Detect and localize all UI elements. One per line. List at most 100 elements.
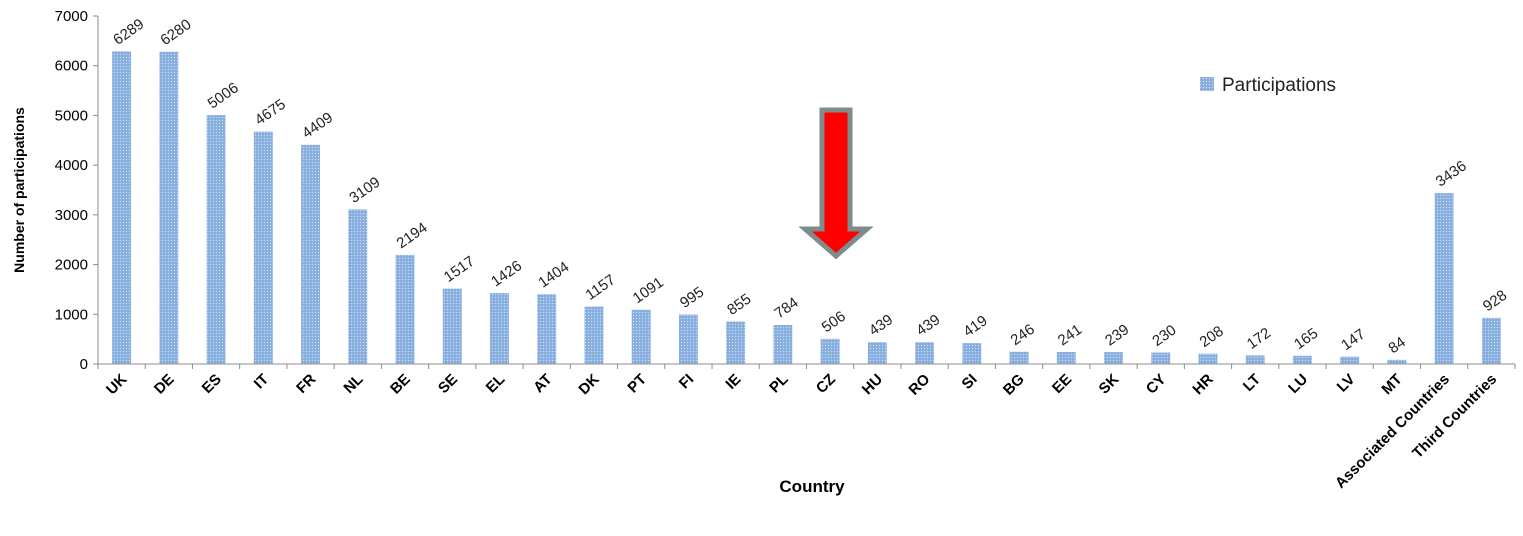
legend-swatch [1200,77,1214,91]
x-tick-label: AT [530,371,555,396]
x-tick-label: FR [293,371,319,397]
y-tick-label: 5000 [55,107,88,124]
x-tick-label: PL [766,371,792,397]
data-label: 1091 [630,274,667,307]
data-label: 439 [913,311,943,339]
y-tick-label: 6000 [55,58,88,75]
bar-fr [301,144,320,364]
x-axis: UK DE ES IT FR NL BE SE EL AT DK PT FI IE PL CZ HU RO SI BG… [97,363,1516,492]
bar-ee [1056,352,1076,364]
legend: Participations [1200,75,1336,96]
x-tick-label: SE [435,371,461,397]
data-label: 241 [1055,321,1085,349]
data-label: 4675 [252,96,289,129]
bar-uk [112,51,132,364]
x-tick-label: DE [151,371,178,398]
y-axis-title: Number of participations [11,107,27,273]
x-tick-label: HU [859,371,886,398]
bar-cy [1151,352,1171,364]
data-label: 239 [1102,321,1132,349]
bar-cz [820,338,840,364]
x-tick-label: FI [676,371,697,392]
data-label: 6289 [110,16,147,49]
bar-nl [348,209,368,364]
x-tick-label: SK [1096,371,1123,398]
x-axis-title: Country [779,477,845,496]
bar-lt [1245,355,1265,364]
data-label: 4409 [299,109,336,142]
data-label: 147 [1338,326,1368,354]
bar-lu [1293,355,1312,364]
bar-mt [1387,359,1407,364]
data-label: 246 [1008,321,1038,349]
data-label: 3436 [1433,157,1470,190]
data-label: 3109 [346,174,383,207]
x-tick-label: Third Countries [1409,371,1500,462]
x-tick-label: IT [251,371,272,392]
data-label: 784 [771,294,801,322]
y-axis: 0 1000 2000 3000 4000 5000 6000 7000 [55,8,99,373]
data-label: 1157 [582,271,618,303]
data-label: 5006 [205,79,242,112]
data-label: 208 [1197,323,1227,351]
bar-hu [867,342,887,364]
x-tick-label: UK [103,371,130,398]
data-label: 419 [960,312,990,340]
data-label: 855 [724,290,754,318]
bar-fi [678,314,698,364]
bars-group: 6289 6280 5006 4675 4409 3109 2194 1517 1426 1404… [110,16,1510,365]
bar-el [490,293,509,364]
x-tick-label: LV [1334,371,1359,396]
bar-be [395,254,415,364]
x-tick-label: PT [624,371,650,397]
bar-lv [1340,356,1360,364]
x-tick-label: LT [1240,371,1264,395]
bar-at [537,294,557,364]
data-label: 6280 [157,16,194,49]
legend-label: Participations [1222,75,1336,96]
bar-es [206,115,226,365]
x-tick-label: EE [1049,371,1075,397]
bar-pl [773,325,793,364]
y-tick-label: 0 [80,356,88,373]
x-tick-label: MT [1378,371,1405,398]
y-tick-label: 7000 [55,8,88,25]
x-tick-label: SI [959,371,981,393]
bar-hr [1198,353,1218,364]
x-tick-label: CY [1143,371,1170,398]
x-tick-label: ES [199,371,225,397]
bar-se [442,288,462,364]
y-tick-label: 4000 [55,157,88,174]
data-label: 928 [1480,287,1510,315]
data-label: 506 [819,308,849,336]
data-label: 165 [1291,325,1321,353]
data-label: 230 [1149,322,1179,350]
y-tick-label: 2000 [55,257,88,274]
x-tick-label: DK [575,371,602,398]
bar-bg [1009,351,1029,364]
data-label: 439 [866,311,896,339]
data-label: 2194 [394,219,431,252]
bar-dk [584,306,604,364]
data-label: 84 [1385,334,1408,357]
y-tick-label: 1000 [55,306,88,323]
red-down-arrow-annotation [798,107,874,260]
x-tick-label: BE [387,371,414,398]
x-tick-label: LU [1285,371,1311,397]
bar-pt [631,309,651,364]
x-tick-label: IE [722,371,744,393]
bar-ie [726,321,746,364]
x-tick-label: NL [340,371,366,397]
bar-it [253,131,273,364]
bar-de [159,51,179,365]
x-tick-label: EL [483,371,509,397]
data-label: 1404 [535,258,572,291]
bar-sk [1104,352,1123,364]
x-tick-label: CZ [813,371,839,397]
bar-third-countries [1481,317,1501,364]
data-label: 1426 [488,257,525,290]
data-label: 172 [1244,324,1274,352]
bar-ro [915,342,935,364]
x-tick-label: RO [905,371,933,399]
